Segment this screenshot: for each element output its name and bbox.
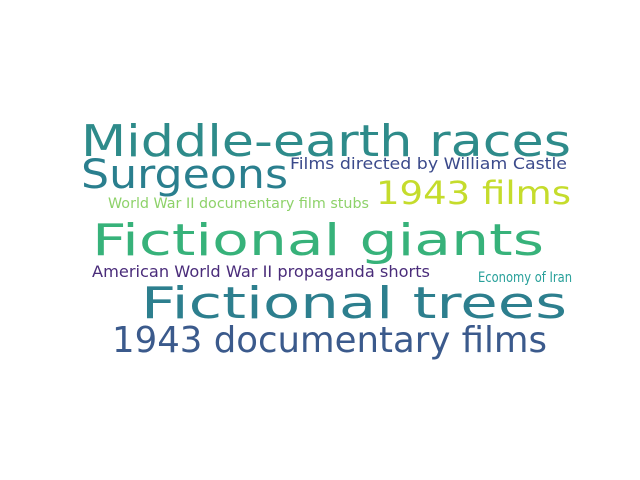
word-fictional-giants: Fictional giants <box>92 215 544 266</box>
word-middle-earth-races: Middle-earth races <box>81 116 571 167</box>
word-films-directed-by-william-castle: Films directed by William Castle <box>290 154 567 173</box>
word-surgeons: Surgeons <box>81 152 288 198</box>
word-1943-documentary-films: 1943 documentary films <box>112 320 547 361</box>
word-fictional-trees: Fictional trees <box>141 278 567 329</box>
word-wwii-documentary-film-stubs: World War II documentary film stubs <box>108 196 369 212</box>
word-1943-films: 1943 films <box>376 174 571 212</box>
word-american-wwii-propaganda-shorts: American World War II propaganda shorts <box>92 262 430 281</box>
word-economy-of-iran: Economy of Iran <box>478 270 572 286</box>
